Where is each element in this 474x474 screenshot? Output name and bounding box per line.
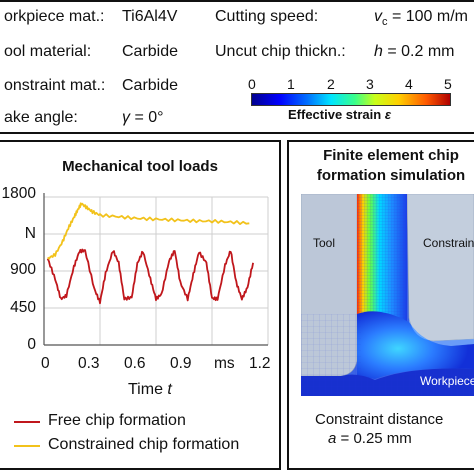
fe-caption-value: = 0.25 mm [340, 430, 412, 447]
x-tick-label: 0.6 [124, 355, 146, 372]
colorbar-tick: 3 [366, 76, 374, 92]
cutting-speed-label: Cutting speed: [215, 8, 319, 25]
colorbar-tick: 0 [248, 76, 256, 92]
legend-swatch-free [14, 421, 40, 423]
colorbar-gradient [251, 93, 451, 106]
colorbar-tick: 5 [444, 76, 452, 92]
fe-constraint-label: Constrain [423, 236, 474, 250]
colorbar-tick: 2 [327, 76, 335, 92]
tool-mat-label: ool material: [4, 43, 92, 60]
fe-caption-line2: a = 0.25 mm [328, 430, 412, 447]
y-tick-label: 1800 [1, 185, 36, 202]
legend-label-free: Free chip formation [48, 412, 186, 429]
y-tick-label: N [24, 225, 36, 242]
rake-angle-symbol: γ [122, 109, 130, 126]
chip-thick-symbol: h [374, 43, 383, 60]
left-panel-frame [0, 140, 281, 470]
cutting-speed-sub: c [382, 16, 388, 29]
constraint-mat-value: Carbide [122, 77, 179, 94]
cutting-speed-value: vc = 100 m/m [374, 8, 468, 28]
y-tick-label: 900 [10, 261, 36, 278]
rake-angle-number: = 0° [134, 109, 164, 126]
params-frame [0, 0, 474, 134]
fe-workpiece-label: Workpiece [420, 374, 474, 388]
legend-label-constrained: Constrained chip formation [48, 436, 240, 453]
x-axis-label-symbol: t [167, 381, 172, 398]
y-tick-label: 450 [10, 299, 36, 316]
right-panel-title-line1: Finite element chip [323, 147, 459, 164]
x-axis-label: Time t [128, 381, 172, 399]
x-tick-label: 1.2 [249, 355, 271, 372]
colorbar-tick: 1 [287, 76, 295, 92]
fe-tool-label: Tool [313, 236, 336, 250]
series-line-constrained [47, 202, 250, 260]
y-tick-label: 0 [27, 336, 36, 353]
cutting-speed-symbol: v [374, 8, 382, 25]
fe-deformation-zone [357, 311, 474, 379]
colorbar-tick: 4 [405, 76, 413, 92]
fe-caption-symbol: a [328, 430, 337, 447]
constraint-mat-label: onstraint mat.: [4, 77, 106, 94]
legend-swatch-constrained [14, 445, 40, 447]
workpiece-mat-value: Ti6Al4V [122, 8, 178, 25]
chip-thick-number: = 0.2 mm [387, 43, 455, 60]
x-tick-label: 0.3 [78, 355, 100, 372]
rake-angle-value: γ = 0° [122, 109, 164, 127]
colorbar-label: Effective strain ε [288, 107, 391, 122]
right-panel-frame [287, 140, 474, 470]
x-axis-label-text: Time [128, 381, 163, 398]
x-tick-label: 0.9 [170, 355, 192, 372]
fe-simulation-image [301, 194, 474, 396]
chip-thick-value: h = 0.2 mm [374, 43, 455, 61]
colorbar-symbol: ε [384, 107, 392, 122]
colorbar-label-text: Effective strain [288, 107, 382, 122]
rake-angle-label: ake angle: [4, 109, 78, 126]
cutting-speed-number: = 100 m/m [391, 8, 468, 25]
x-tick-label: ms [214, 355, 235, 372]
fe-constraint-body [406, 194, 474, 342]
fe-caption-line1: Constraint distance [315, 411, 444, 428]
series-line-free [46, 248, 254, 305]
workpiece-mat-label: orkpiece mat.: [4, 8, 105, 25]
tool-mat-value: Carbide [122, 43, 179, 60]
x-tick-label: 0 [41, 355, 50, 372]
chip-thick-label: Uncut chip thickn.: [215, 43, 346, 60]
left-panel-title: Mechanical tool loads [62, 158, 218, 175]
right-panel-title-line2: formation simulation [316, 167, 466, 184]
